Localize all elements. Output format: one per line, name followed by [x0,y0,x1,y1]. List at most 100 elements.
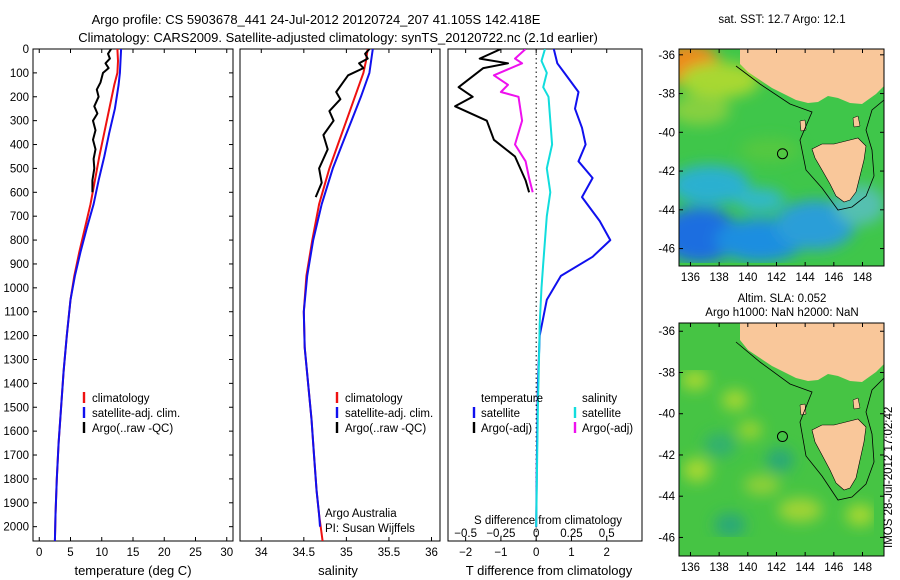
sla-map-axes: 136 138 140 142 144 146 148 -36 -38 -40 -42 -44 -46 [658,323,884,574]
sla-flinders-island [852,397,861,410]
temperature-lines [53,49,123,541]
lon-tick-label: 138 [710,272,729,284]
s-tick-label: −0.25 [486,528,515,540]
series-salinity-argo-adj [492,49,534,193]
x-tick-label: 35 [340,547,353,559]
salinity-panel: 34 34.5 35 35.5 36 salinity climatology sate… [239,48,441,578]
depth-tick-label: 1800 [3,474,29,486]
sst-field-shading [679,49,884,263]
depth-tick-label: 0 [23,44,29,56]
legend-climatology: climatology [345,393,403,405]
sla-tasmania [811,418,867,491]
lon-tick-label: 144 [796,562,816,574]
x-tick-label: 0 [36,547,42,559]
depth-tick-label: 300 [10,116,29,128]
salinity-x-axis: 34 34.5 35 35.5 36 [255,49,438,559]
sla-map: Altim. SLA: 0.052 Argo h1000: NaN h2000:… [658,293,885,574]
depth-tick-label: 900 [10,259,29,271]
lon-tick-label: 146 [824,562,843,574]
x-tick-label: 34.5 [293,547,315,559]
x-tick-label: 10 [95,547,108,559]
sla-field-shading [681,370,874,537]
difference-axes [447,48,643,542]
depth-tick-label: 1900 [3,498,29,510]
difference-lines [454,49,612,527]
sla-argo-position-marker [776,431,788,443]
difference-legend: temperature satellite Argo(-adj) salinit… [472,393,633,435]
title-line-1: Argo profile: CS 5903678_441 24-Jul-2012… [92,12,541,27]
sst-tasmania [811,137,867,203]
lat-tick-label: -42 [658,166,675,178]
s-tick-label: 0 [533,528,539,540]
difference-x-axis: −2 −0.5 −1 −0.25 0 0 1 0.25 2 0.5 [454,49,615,559]
series-temperature-argo-adj [454,49,531,193]
depth-tick-label: 1400 [3,378,29,390]
sst-argo-position-marker [776,148,788,160]
series-argo-raw-qc [91,49,112,193]
sst-map-axes: 136 138 140 142 144 146 148 -36 -38 -40 -42 -44 -46 [658,49,884,284]
depth-tick-label: 200 [10,92,29,104]
legend-salinity-satellite: satellite [582,408,621,420]
lat-tick-label: -36 [658,50,675,62]
sst-king-island [799,119,807,132]
x-tick-label: 0 [533,547,539,559]
title-line-2: Climatology: CARS2009. Satellite-adjuste… [78,30,598,45]
difference-s-label: S difference from climatology [474,515,622,527]
s-tick-label: 0.5 [599,528,615,540]
legend-temperature-argo: Argo(-adj) [481,423,532,435]
x-tick-label: 34 [255,547,268,559]
difference-panel: −2 −0.5 −1 −0.25 0 0 1 0.25 2 0.5 S difference fr… [447,48,643,578]
x-tick-label: 30 [220,547,233,559]
depth-tick-label: 100 [10,68,29,80]
x-tick-label: 1 [568,547,574,559]
depth-tick-label: 1300 [3,354,29,366]
sla-isobath [735,341,884,501]
lat-tick-label: -40 [658,409,675,421]
depth-tick-label: 500 [10,163,29,175]
depth-tick-label: 400 [10,140,29,152]
series-salinity-satellite [535,49,554,527]
depth-tick-label: 1000 [3,283,29,295]
legend-argo: Argo(..raw -QC) [92,423,173,435]
lon-tick-label: 136 [681,562,700,574]
legend-satellite: satellite-adj. clim. [92,408,180,420]
x-tick-label: 36 [425,547,438,559]
lon-tick-label: 146 [824,272,843,284]
lat-tick-label: -38 [658,367,675,379]
lon-tick-label: 140 [738,562,757,574]
salinity-xlabel: salinity [318,563,358,578]
legend-salinity-title: salinity [582,393,617,405]
temperature-axes [32,48,234,542]
sla-king-island [799,403,807,416]
legend-climatology: climatology [92,393,150,405]
x-tick-label: −1 [494,547,507,559]
annotation-pi: PI: Susan Wijffels [325,523,415,535]
x-tick-label: 35.5 [378,547,400,559]
temperature-panel: 0100200300400500600700800900100011001200… [3,44,642,578]
sst-map: sat. SST: 12.7 Argo: 12.1 136 [658,14,885,284]
depth-tick-label: 1200 [3,331,29,343]
series-satellite-adj-clim [53,49,123,541]
series-satellite-adj-clim [302,49,374,527]
legend-argo: Argo(..raw -QC) [345,423,426,435]
legend-temperature-satellite: satellite [481,408,520,420]
lat-tick-label: -46 [658,244,675,256]
lat-tick-label: -44 [658,491,675,503]
x-tick-label: 20 [158,547,171,559]
imos-timestamp: IMOS 28-Jul-2012 17:02:42 [883,407,895,548]
lon-tick-label: 142 [767,272,786,284]
sla-map-title-1: Altim. SLA: 0.052 [738,293,827,305]
sla-mainland [740,323,884,382]
legend-temperature-title: temperature [481,393,543,405]
lon-tick-label: 142 [767,562,786,574]
lat-tick-label: -44 [658,205,675,217]
lat-tick-label: -46 [658,532,675,544]
lat-tick-label: -42 [658,450,675,462]
lat-tick-label: -40 [658,127,675,139]
legend-satellite: satellite-adj. clim. [345,408,433,420]
difference-t-label: T difference from climatology [466,563,633,578]
x-tick-label: 25 [189,547,202,559]
depth-tick-label: 2000 [3,522,29,534]
lon-tick-label: 144 [796,272,816,284]
annotation-argo-australia: Argo Australia [325,508,397,520]
